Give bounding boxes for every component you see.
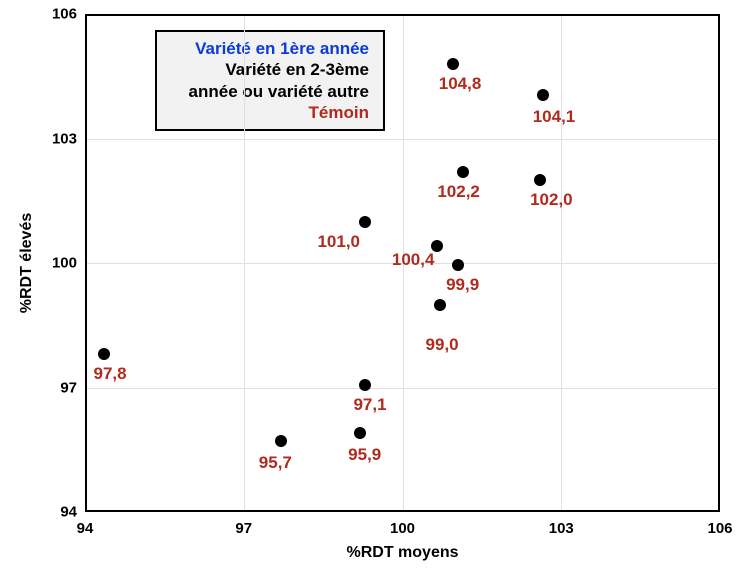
data-point-label: 104,8 (439, 74, 482, 94)
y-tick-label: 97 (45, 379, 77, 396)
data-point-label: 99,0 (426, 335, 459, 355)
data-point-label: 102,2 (437, 182, 480, 202)
y-tick-label: 103 (45, 130, 77, 147)
data-point (537, 89, 549, 101)
x-tick-label: 97 (235, 520, 252, 537)
data-point (98, 348, 110, 360)
data-point (434, 299, 446, 311)
data-point-label: 104,1 (533, 107, 576, 127)
legend-item: Variété en 1ère année (171, 38, 369, 59)
data-point (359, 216, 371, 228)
scatter-chart: %RDT moyens %RDT élevés Variété en 1ère … (0, 0, 747, 580)
data-point-label: 97,1 (353, 395, 386, 415)
gridline-horizontal (87, 139, 718, 140)
x-tick-label: 94 (77, 520, 94, 537)
x-tick-label: 103 (549, 520, 574, 537)
data-point (275, 435, 287, 447)
x-tick-label: 106 (707, 520, 732, 537)
legend: Variété en 1ère annéeVariété en 2-3èmean… (155, 30, 385, 131)
y-tick-label: 94 (45, 504, 77, 521)
gridline-horizontal (87, 388, 718, 389)
data-point (354, 427, 366, 439)
data-point-label: 97,8 (94, 364, 127, 384)
data-point (447, 58, 459, 70)
data-point-label: 101,0 (317, 232, 360, 252)
y-tick-label: 106 (45, 6, 77, 23)
y-axis-title: %RDT élevés (18, 213, 36, 314)
legend-item: Variété en 2-3ème (171, 59, 369, 80)
x-axis-title: %RDT moyens (346, 544, 458, 562)
data-point-label: 102,0 (530, 190, 573, 210)
data-point-label: 95,9 (348, 445, 381, 465)
data-point (359, 379, 371, 391)
legend-item: Témoin (171, 102, 369, 123)
data-point-label: 95,7 (259, 453, 292, 473)
data-point (534, 174, 546, 186)
y-tick-label: 100 (45, 255, 77, 272)
x-tick-label: 100 (390, 520, 415, 537)
data-point (457, 166, 469, 178)
legend-item: année ou variété autre (171, 81, 369, 102)
data-point-label: 99,9 (446, 275, 479, 295)
data-point-label: 100,4 (392, 250, 435, 270)
data-point (452, 259, 464, 271)
